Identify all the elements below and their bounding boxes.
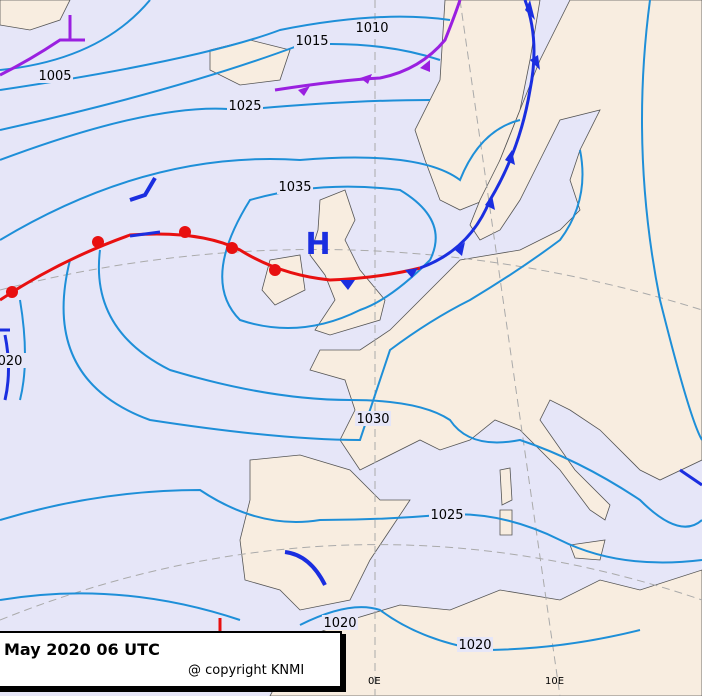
copyright: @ copyright KNMI (188, 663, 304, 678)
isobar-label: 1010 (355, 21, 388, 36)
label-background (0, 353, 28, 368)
label-background (294, 33, 330, 48)
isobar-label: 1015 (295, 34, 328, 49)
label-background (429, 507, 465, 522)
label-background (277, 179, 313, 194)
label-background (355, 411, 391, 426)
label-background (354, 20, 390, 35)
isobars (0, 0, 702, 652)
label-background (227, 98, 263, 113)
isobar-label: 020 (0, 354, 22, 369)
isobar-labels: 1010 1015 1005 1025 1035 020 1030 1025 1020 1020 (0, 20, 493, 653)
high-pressure-center: H (305, 227, 330, 262)
map-title: May 2020 06 UTC (4, 640, 160, 659)
longitude-label: 10E (545, 676, 564, 687)
isobar-label: 1025 (430, 508, 463, 523)
isobar-label: 1020 (458, 638, 491, 653)
label-background (322, 615, 358, 630)
isobar-label: 1005 (38, 69, 71, 84)
isobar-label: 1020 (323, 616, 356, 631)
isobar-label: 1030 (356, 412, 389, 427)
label-background (457, 637, 493, 652)
longitude-label: 0E (368, 676, 381, 687)
isobar-label: 1025 (228, 99, 261, 114)
caption-box (0, 631, 342, 688)
label-background (37, 68, 73, 83)
fronts (0, 0, 702, 635)
isobar-label: 1035 (278, 180, 311, 195)
